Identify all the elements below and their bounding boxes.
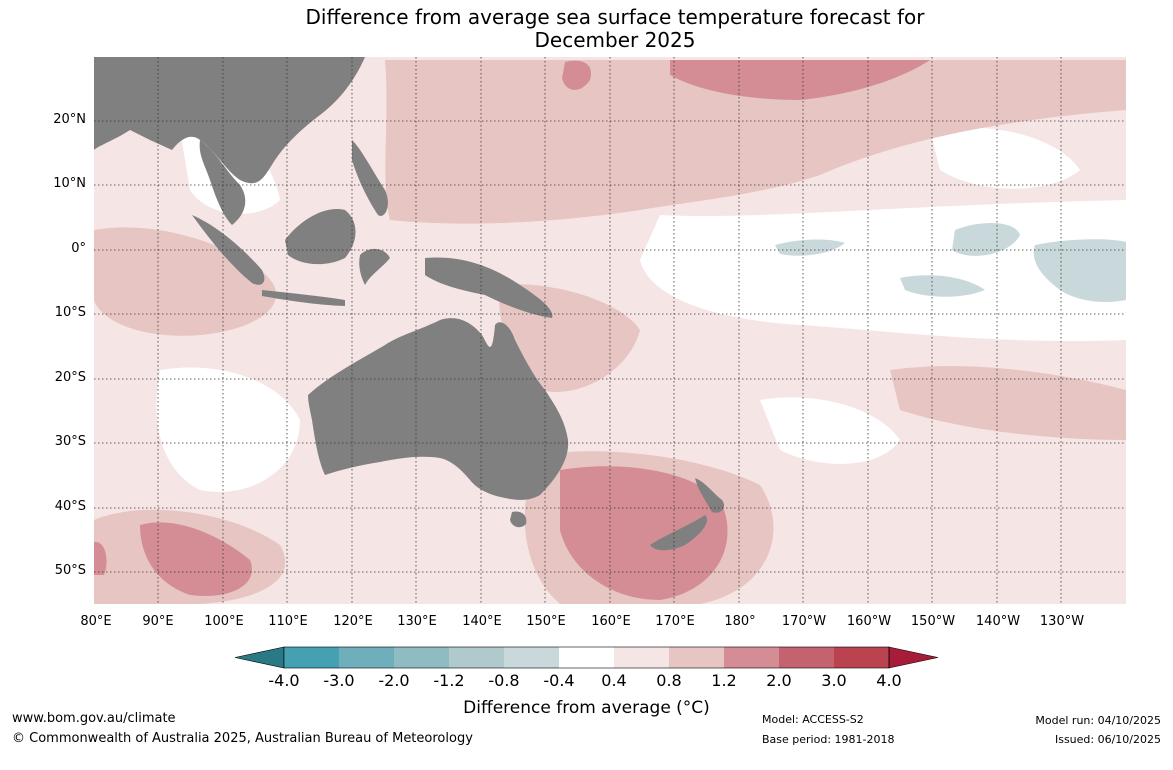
model-run-date: Model run: 04/10/2025 xyxy=(1035,714,1161,727)
anomaly-region-warm-strong xyxy=(670,60,930,100)
colorbar-tick-label: 4.0 xyxy=(876,671,902,690)
colorbar-tick-label: -2.0 xyxy=(378,671,410,690)
colorbar-tick-label: -0.4 xyxy=(543,671,575,690)
colorbar-tick-label: 1.2 xyxy=(711,671,737,690)
colorbar-segment xyxy=(394,647,449,668)
anomaly-region-near-normal xyxy=(930,127,1080,189)
anomaly-region-warm-strong xyxy=(560,466,728,600)
lat-label: 20°S xyxy=(54,370,86,385)
lon-label: 160°E xyxy=(591,614,631,629)
colorbar-arrow-low xyxy=(234,646,285,669)
lon-label: 180° xyxy=(724,614,756,629)
colorbar-segment xyxy=(724,647,779,668)
lon-label: 120°E xyxy=(333,614,373,629)
colorbar-tick-label: 0.8 xyxy=(656,671,682,690)
map-gridlines xyxy=(94,57,1126,604)
colorbar-segment xyxy=(834,647,889,668)
colorbar-tick-label: -4.0 xyxy=(268,671,300,690)
land-tasmania xyxy=(510,511,527,528)
lon-label: 140°E xyxy=(462,614,502,629)
colorbar xyxy=(234,646,939,669)
lat-label: 40°S xyxy=(54,499,86,514)
lat-label: 30°S xyxy=(54,434,86,449)
land-asia xyxy=(94,57,365,184)
base-period: Base period: 1981-2018 xyxy=(762,733,895,746)
website-link[interactable]: www.bom.gov.au/climate xyxy=(12,711,176,726)
lat-label: 10°S xyxy=(54,305,86,320)
colorbar-segment xyxy=(449,647,504,668)
lon-label: 90°E xyxy=(142,614,174,629)
lon-label: 150°W xyxy=(910,614,956,629)
land-java xyxy=(262,290,345,306)
issued-date: Issued: 06/10/2025 xyxy=(1054,733,1161,746)
colorbar-segment xyxy=(779,647,834,668)
lon-label: 130°W xyxy=(1039,614,1085,629)
land-australia xyxy=(308,318,569,500)
colorbar-segment xyxy=(284,647,339,668)
land-sulawesi xyxy=(359,248,390,285)
colorbar-outline xyxy=(283,646,890,669)
lon-label: 150°E xyxy=(526,614,566,629)
colorbar-segment xyxy=(504,647,559,668)
lat-label: 20°N xyxy=(53,112,86,127)
land-indochina xyxy=(199,140,246,225)
colorbar-tick-label: 2.0 xyxy=(766,671,792,690)
colorbar-tick-label: -1.2 xyxy=(433,671,465,690)
lat-label: 10°N xyxy=(53,176,86,191)
lon-label: 140°W xyxy=(975,614,1021,629)
anomaly-region-warm-strong xyxy=(562,60,591,90)
land-new-zealand-south xyxy=(650,515,708,551)
colorbar-tick-label: -3.0 xyxy=(323,671,355,690)
anomaly-region-cool xyxy=(952,223,1020,256)
colorbar-segment xyxy=(614,647,669,668)
lon-label: 130°E xyxy=(397,614,437,629)
colorbar-tick-label: -0.8 xyxy=(488,671,520,690)
lon-label: 160°W xyxy=(846,614,892,629)
anomaly-region-near-normal xyxy=(760,397,900,464)
anomaly-region-warm-strong xyxy=(140,522,252,596)
map-title-line-1: Difference from average sea surface temp… xyxy=(305,5,925,29)
colorbar-segment xyxy=(669,647,724,668)
colorbar-title: Difference from average (°C) xyxy=(463,698,710,718)
anomaly-region-near-normal xyxy=(156,367,300,492)
colorbar-segment xyxy=(339,647,394,668)
lon-label: 170°W xyxy=(781,614,827,629)
land-philippines xyxy=(352,140,388,216)
anomaly-region-warm xyxy=(385,60,1126,224)
anomaly-region-cool xyxy=(1033,239,1126,302)
lat-label: 50°S xyxy=(54,563,86,578)
anomaly-region-cool xyxy=(900,275,985,297)
anomaly-region-warm xyxy=(890,366,1126,440)
anomaly-region-cool xyxy=(775,239,845,256)
copyright-notice: © Commonwealth of Australia 2025, Austra… xyxy=(12,731,473,746)
lat-label: 0° xyxy=(71,241,86,256)
land-sumatra xyxy=(192,215,265,285)
lon-label: 100°E xyxy=(204,614,244,629)
colorbar-segment xyxy=(559,647,614,668)
lon-label: 110°E xyxy=(268,614,308,629)
lon-label: 80°E xyxy=(80,614,112,629)
colorbar-tick-label: 0.4 xyxy=(601,671,627,690)
colorbar-arrow-high xyxy=(888,646,939,669)
model-name: Model: ACCESS-S2 xyxy=(762,713,864,726)
colorbar-tick-label: 3.0 xyxy=(821,671,847,690)
land-new-zealand-north xyxy=(695,478,725,513)
sst-map xyxy=(94,57,1126,604)
anomaly-region-warm-strong xyxy=(94,541,107,575)
map-title-line-2: December 2025 xyxy=(534,28,696,52)
land-new-guinea xyxy=(425,257,553,318)
lon-label: 170°E xyxy=(655,614,695,629)
